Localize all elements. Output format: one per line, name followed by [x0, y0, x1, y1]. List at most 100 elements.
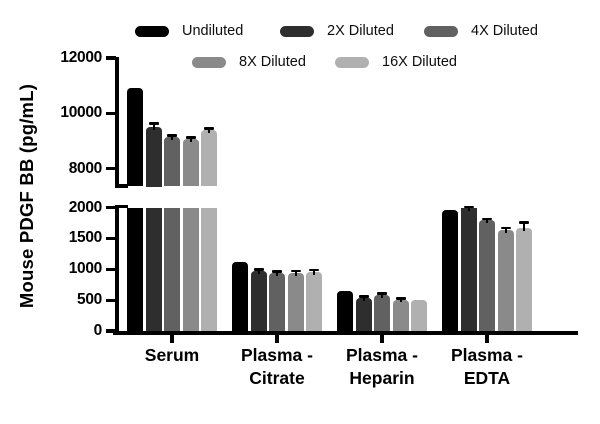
bar-serum-8x-diluted-upper [182, 139, 199, 187]
x-category-label-plasma-citrate: Plasma - Citrate [241, 345, 313, 388]
bar-serum-2x-diluted-upper [145, 127, 162, 187]
legend-item-16x-diluted: 16X Diluted [335, 52, 457, 72]
x-category-label-serum: Serum [144, 345, 200, 365]
bar-plasma-heparin-2x-diluted [355, 298, 372, 333]
bar-serum-16x-diluted [201, 207, 217, 333]
bar-serum-2x-diluted [145, 207, 162, 333]
error-bar-stem-bar-serum-4x-diluted [171, 135, 173, 141]
legend-label-4x-diluted: 4X Diluted [471, 23, 538, 39]
bar-serum-8x-diluted [182, 207, 199, 333]
y-tick-label-lower-1500: 1500 [68, 229, 103, 247]
bar-plasma-citrate-16x-diluted [306, 272, 322, 333]
legend-label-2x-diluted: 2X Diluted [327, 23, 394, 39]
error-bar-cap-bar-serum-8x-diluted [185, 136, 196, 139]
error-bar-cap-bar-plasma-edta-8x-diluted [500, 226, 511, 230]
bar-plasma-citrate-undiluted [232, 261, 248, 333]
y-tick-lower-1500 [106, 236, 116, 240]
y-tick-lower-500 [106, 298, 116, 302]
bar-serum-4x-diluted-upper [164, 137, 180, 187]
legend-swatch-16x-diluted [335, 56, 369, 68]
error-bar-stem-bar-plasma-citrate-4x-diluted [276, 271, 278, 276]
error-bar-cap-bar-plasma-edta-2x-diluted [463, 205, 474, 209]
legend-item-2x-diluted: 2X Diluted [280, 21, 394, 41]
legend-label-16x-diluted: 16X Diluted [382, 54, 457, 70]
legend-swatch-undiluted [135, 25, 169, 37]
bar-plasma-heparin-4x-diluted [374, 294, 390, 333]
y-tick-lower-1000 [106, 267, 116, 271]
error-bar-stem-bar-plasma-citrate-8x-diluted [294, 270, 297, 276]
y-tick-label-lower-1000: 1000 [68, 260, 103, 278]
bar-serum-undiluted [127, 207, 143, 333]
bar-plasma-heparin-16x-diluted [411, 299, 427, 333]
bar-serum-16x-diluted-upper [201, 130, 217, 187]
y-tick-label-upper-10000: 10000 [60, 104, 102, 122]
error-bar-stem-bar-serum-8x-diluted [189, 137, 192, 143]
error-bar-stem-bar-plasma-citrate-2x-diluted [257, 269, 260, 274]
bar-serum-4x-diluted [164, 207, 180, 333]
bar-plasma-citrate-4x-diluted [269, 272, 285, 333]
y-tick-label-lower-2000: 2000 [68, 198, 103, 216]
y-tick-label-upper-8000: 8000 [68, 159, 103, 177]
bar-plasma-edta-4x-diluted [479, 220, 495, 333]
legend-swatch-8x-diluted [192, 56, 226, 68]
error-bar-stem-bar-plasma-edta-16x-diluted [523, 222, 525, 232]
error-bar-cap-bar-plasma-citrate-16x-diluted [309, 268, 319, 272]
error-bar-cap-bar-plasma-heparin-8x-diluted [395, 296, 406, 300]
bar-plasma-citrate-8x-diluted [287, 272, 304, 333]
error-bar-cap-bar-plasma-citrate-8x-diluted [290, 269, 301, 273]
x-category-label-plasma-edta: Plasma - EDTA [451, 345, 523, 388]
y-tick-lower-2000 [106, 205, 116, 210]
error-bar-cap-bar-plasma-heparin-2x-diluted [358, 295, 369, 298]
x-axis-line [113, 331, 578, 336]
legend-item-8x-diluted: 8X Diluted [192, 52, 306, 72]
bar-plasma-citrate-2x-diluted [250, 270, 267, 333]
bar-plasma-heparin-undiluted [337, 290, 353, 333]
error-bar-stem-bar-plasma-citrate-16x-diluted [313, 269, 315, 276]
error-bar-stem-bar-plasma-heparin-8x-diluted [399, 297, 402, 303]
error-bar-cap-bar-serum-4x-diluted [167, 134, 177, 137]
y-tick-label-upper-12000: 12000 [60, 49, 102, 66]
axis-break-cap-upper [115, 184, 128, 188]
legend-label-undiluted: Undiluted [182, 23, 244, 39]
bar-serum-undiluted-upper [127, 88, 143, 187]
error-bar-cap-bar-plasma-citrate-2x-diluted [253, 268, 264, 271]
error-bar-stem-bar-serum-16x-diluted [208, 128, 210, 134]
error-bar-cap-bar-plasma-heparin-4x-diluted [377, 292, 387, 295]
legend-item-4x-diluted: 4X Diluted [424, 21, 538, 41]
y-tick-upper-12000 [106, 56, 116, 60]
y-axis-upper-segment [115, 56, 119, 188]
bar-plasma-edta-2x-diluted [460, 207, 477, 333]
legend-item-undiluted: Undiluted [135, 21, 243, 41]
x-tick-plasma-citrate [275, 335, 279, 343]
x-tick-serum [170, 335, 174, 343]
bar-plasma-edta-16x-diluted [516, 228, 532, 333]
error-bar-cap-bar-plasma-citrate-4x-diluted [272, 270, 282, 273]
error-bar-cap-bar-plasma-edta-4x-diluted [482, 217, 492, 221]
y-tick-upper-10000 [106, 111, 116, 115]
legend-label-8x-diluted: 8X Diluted [239, 54, 306, 70]
x-tick-plasma-edta [485, 335, 489, 343]
error-bar-cap-bar-plasma-edta-16x-diluted [519, 221, 529, 224]
y-tick-upper-8000 [106, 166, 116, 171]
x-tick-plasma-heparin [380, 335, 384, 343]
y-tick-label-lower-500: 500 [77, 291, 102, 309]
error-bar-stem-bar-plasma-heparin-2x-diluted [362, 296, 365, 302]
axis-break-cap-lower [115, 204, 128, 208]
error-bar-cap-bar-serum-16x-diluted [204, 127, 214, 131]
error-bar-cap-bar-serum-2x-diluted [148, 122, 159, 125]
y-tick-label-lower-0: 0 [93, 322, 103, 339]
x-category-label-plasma-heparin: Plasma - Heparin [346, 345, 418, 388]
bar-plasma-edta-undiluted [442, 209, 458, 333]
error-bar-stem-bar-plasma-edta-8x-diluted [504, 227, 507, 233]
error-bar-stem-bar-serum-2x-diluted [152, 123, 155, 131]
y-tick-lower-0 [106, 329, 116, 333]
error-bar-stem-bar-plasma-edta-2x-diluted [467, 206, 470, 211]
error-bar-stem-bar-plasma-heparin-4x-diluted [381, 293, 383, 298]
bar-plasma-heparin-8x-diluted [392, 299, 409, 333]
y-axis-lower-segment [115, 204, 119, 335]
bar-plasma-edta-8x-diluted [497, 229, 514, 333]
legend-swatch-4x-diluted [424, 25, 458, 37]
error-bar-stem-bar-plasma-edta-4x-diluted [486, 218, 488, 224]
